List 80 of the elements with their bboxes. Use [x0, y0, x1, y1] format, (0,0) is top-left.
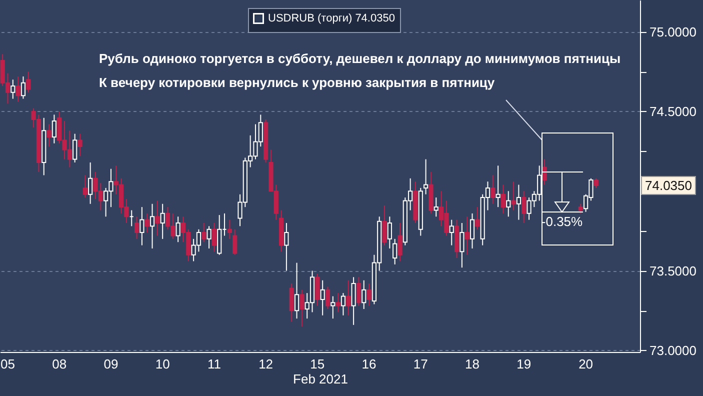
- candlestick: [72, 133, 78, 163]
- candlestick: [134, 216, 140, 240]
- candlestick: [320, 280, 325, 316]
- candlestick: [155, 200, 160, 236]
- candlestick: [578, 203, 583, 214]
- y-tick-label: 73.5000: [650, 263, 696, 278]
- candlestick: [362, 280, 366, 310]
- x-tick-label: 11: [207, 356, 221, 372]
- candlestick: [176, 216, 180, 243]
- candlestick: [475, 206, 480, 230]
- x-tick-label: 12: [258, 356, 274, 372]
- candlestick: [150, 203, 155, 249]
- candlestick: [542, 158, 547, 186]
- candlestick: [26, 71, 31, 93]
- candlestick: [140, 206, 144, 246]
- text: 74.0350: [641, 176, 696, 195]
- candlestick: [315, 273, 320, 306]
- candlestick: [500, 184, 506, 214]
- x-tick-label: 18: [465, 356, 480, 372]
- candlestick: [202, 222, 206, 243]
- candlestick: [284, 222, 289, 272]
- candlestick: [387, 216, 392, 249]
- candlestick: [336, 292, 340, 313]
- candlestick: [160, 203, 165, 240]
- candlestick: [340, 292, 346, 316]
- candlestick: [52, 114, 56, 144]
- candlestick: [516, 184, 522, 220]
- candlestick: [382, 204, 387, 246]
- x-tick-label: 20: [578, 356, 594, 372]
- y-tick-label: 74.5000: [650, 104, 696, 119]
- candlestick: [78, 133, 82, 157]
- candlestick: [212, 222, 216, 252]
- candlestick: [506, 190, 511, 218]
- annotation: К вечеру котировки вернулись к уровню закрытия в пятницу: [99, 75, 496, 90]
- x-tick-label: 17: [413, 356, 428, 372]
- x-axis-title: Feb 2021: [293, 372, 348, 386]
- candlestick: [522, 190, 526, 224]
- candlestick: [346, 280, 351, 316]
- candlestick: [398, 222, 402, 262]
- candlestick: [88, 162, 93, 204]
- x-tick-label: 05: [0, 356, 15, 372]
- annotation: Рубль одиноко торгуется в субботу, дешевел к доллару до минимумов пятницы: [99, 51, 621, 66]
- y-tick-label: 73.0000: [650, 342, 696, 358]
- candlestick: [449, 219, 454, 246]
- candlestick: [511, 181, 516, 211]
- candlestick: [227, 219, 232, 240]
- candlestick: [289, 283, 294, 322]
- candlestick: [351, 276, 356, 326]
- candlestick: [16, 76, 20, 102]
- candlestick: [330, 296, 336, 320]
- legend-label: USDRUB (торги) 74.0350: [268, 12, 395, 24]
- candlestick: [424, 158, 428, 195]
- candlestick: [460, 222, 464, 268]
- candlestick: [464, 216, 470, 256]
- candlestick: [496, 165, 500, 208]
- y-tick-label: 75.0000: [650, 24, 696, 40]
- candlestick: [325, 286, 330, 310]
- candlestick: [206, 226, 212, 249]
- candlestick: [294, 262, 300, 320]
- candlestick: [10, 79, 16, 100]
- candlestick: [434, 197, 438, 218]
- candlestick: [594, 178, 598, 188]
- candlestick: [144, 212, 150, 234]
- candlestick: [20, 76, 26, 100]
- annotation: -0.35%: [541, 214, 584, 229]
- x-tick-label: 19: [516, 356, 532, 372]
- x-tick-label: 08: [52, 356, 67, 372]
- candlestick: [392, 238, 398, 265]
- candlestick: [470, 212, 475, 249]
- x-tick-label: 10: [155, 356, 170, 372]
- x-tick-label: 16: [362, 356, 376, 372]
- candlestick: [300, 289, 304, 328]
- candlestick: [366, 283, 372, 306]
- candlestick: [46, 124, 52, 148]
- x-tick-label: 15: [310, 356, 325, 372]
- candlestick: [356, 276, 362, 306]
- candlestick: [490, 174, 496, 204]
- candlestick: [82, 174, 88, 198]
- candlestick: [232, 228, 238, 256]
- x-tick-label: 09: [104, 356, 118, 372]
